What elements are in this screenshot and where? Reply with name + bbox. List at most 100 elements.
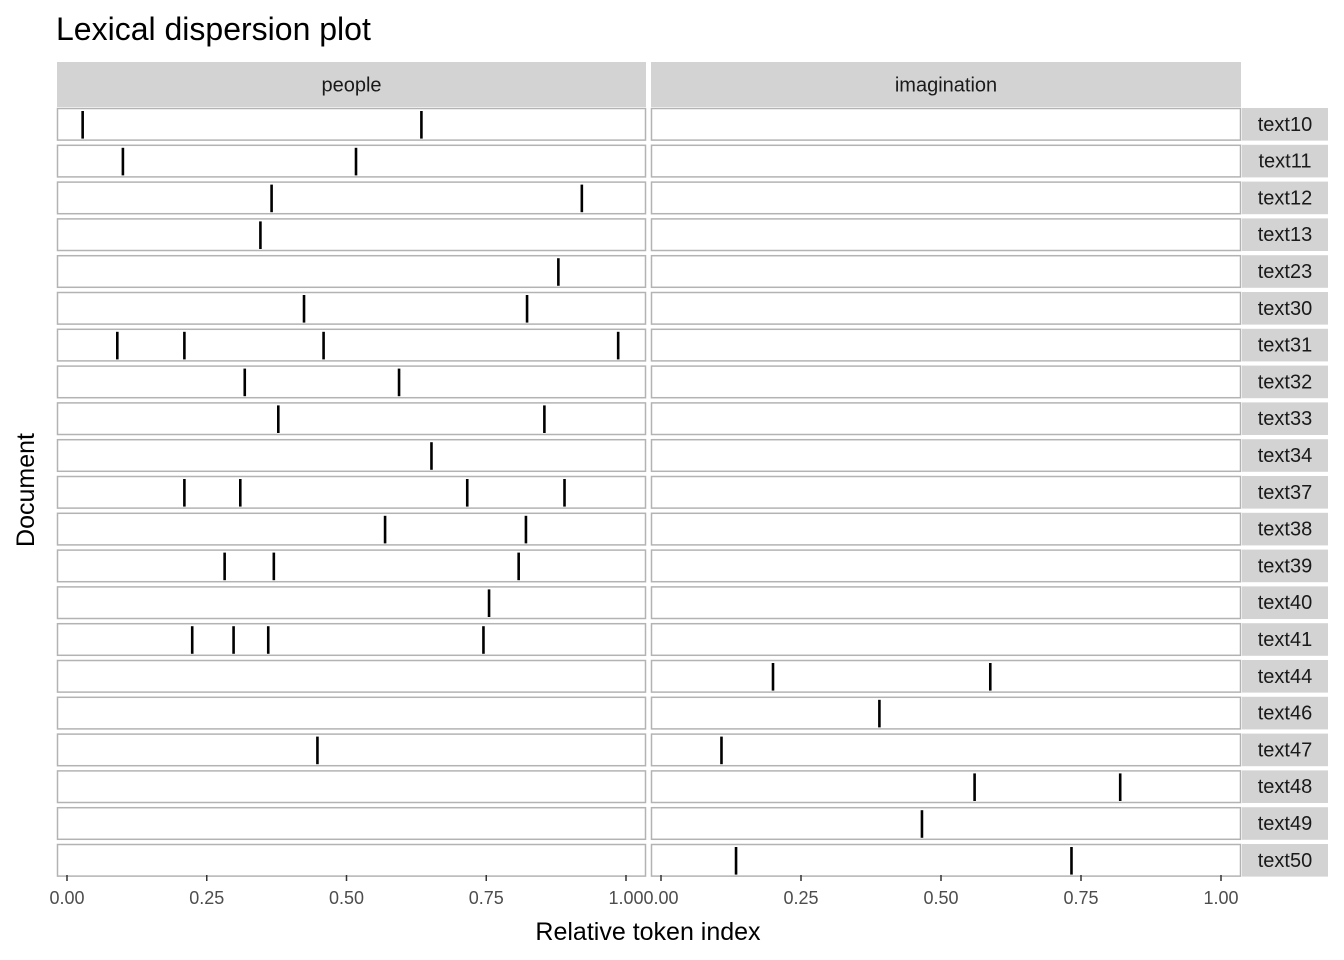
panel-row-text40 xyxy=(650,586,1242,620)
panel-row-text44 xyxy=(650,659,1242,693)
x-tick-label: 0.25 xyxy=(783,888,818,908)
x-tick-label: 1.00 xyxy=(1203,888,1238,908)
row-strip-text13: text13 xyxy=(1242,218,1328,251)
row-strip-text39: text39 xyxy=(1242,549,1328,583)
row-strip-bg xyxy=(1242,844,1328,877)
x-axes: 0.00 0.25 0.50 0.75 1.00 0.00 0.25 0.50 0.75 1.00 xyxy=(49,875,1239,908)
row-strip-bg xyxy=(1242,181,1328,215)
panel-row-text44 xyxy=(56,659,647,693)
facet-strip-label: imagination xyxy=(895,75,997,97)
panel-row-text50 xyxy=(650,843,1242,877)
row-strip-bg xyxy=(1242,696,1328,730)
row-strip-label: text48 xyxy=(1258,776,1312,798)
panel-row-text34 xyxy=(56,438,647,473)
facet-panels: people imagination xyxy=(56,62,1242,877)
row-strip-text37: text37 xyxy=(1242,476,1328,509)
row-strip-text34: text34 xyxy=(1242,439,1328,472)
row-strip-text32: text32 xyxy=(1242,365,1328,399)
row-strip-bg xyxy=(1242,660,1328,693)
panel-row-text48 xyxy=(56,770,647,804)
row-strip-label: text39 xyxy=(1258,555,1312,577)
row-strip-label: text37 xyxy=(1258,482,1312,504)
row-strip-text46: text46 xyxy=(1242,696,1328,730)
row-strip-label: text32 xyxy=(1258,371,1312,393)
row-strip-label: text33 xyxy=(1258,408,1312,430)
panel-row-text32 xyxy=(650,365,1242,399)
row-strip-label: text11 xyxy=(1259,151,1312,173)
row-strip-bg xyxy=(1242,365,1328,399)
row-strip-bg xyxy=(1242,586,1328,619)
x-tick-label: 0.00 xyxy=(49,888,84,908)
row-strip-bg xyxy=(1242,733,1328,767)
panel-row-text33 xyxy=(650,402,1242,436)
panel-row-text38 xyxy=(650,512,1242,546)
row-strip-text49: text49 xyxy=(1242,807,1328,840)
row-strip-text48: text48 xyxy=(1242,770,1328,803)
row-strip-text12: text12 xyxy=(1242,181,1328,215)
panel-row-text40 xyxy=(56,586,647,620)
panel-row-text13 xyxy=(56,218,647,252)
panel-row-text46 xyxy=(650,696,1242,730)
panel-row-text33 xyxy=(56,402,647,436)
panel-row-text23 xyxy=(56,254,647,289)
panel-row-text12 xyxy=(56,181,647,215)
panel-row-text47 xyxy=(56,733,647,767)
panel-row-text10 xyxy=(650,107,1242,141)
panel-row-text39 xyxy=(56,549,647,583)
row-strip-label: text47 xyxy=(1258,739,1312,761)
x-axis-imagination: 0.00 0.25 0.50 0.75 1.00 xyxy=(643,875,1239,908)
row-strip-bg xyxy=(1242,328,1328,362)
row-strip-bg xyxy=(1242,512,1328,546)
row-strip-label: text30 xyxy=(1258,298,1312,320)
row-strip-label: text23 xyxy=(1258,261,1312,283)
panel-row-text34 xyxy=(650,438,1242,473)
row-strip-bg xyxy=(1242,807,1328,840)
panel-row-text30 xyxy=(56,291,647,325)
row-strip-label: text12 xyxy=(1258,187,1312,209)
chart-title: Lexical dispersion plot xyxy=(56,11,371,47)
panel-row-text32 xyxy=(56,365,647,399)
x-tick-label: 0.50 xyxy=(923,888,958,908)
panel-row-text39 xyxy=(650,549,1242,583)
row-strip-bg xyxy=(1242,476,1328,509)
panel-row-text10 xyxy=(56,107,647,141)
panel-row-text31 xyxy=(650,328,1242,362)
panel-row-text50 xyxy=(56,843,647,877)
row-strip-label: text41 xyxy=(1258,629,1312,651)
panel-row-text47 xyxy=(650,733,1242,767)
row-strip-text44: text44 xyxy=(1242,660,1328,693)
row-strip-label: text40 xyxy=(1258,592,1312,614)
row-strip-label: text44 xyxy=(1258,666,1312,688)
row-strip-label: text38 xyxy=(1258,519,1312,541)
row-strip-text11: text11 xyxy=(1242,144,1328,178)
row-strip-text50: text50 xyxy=(1242,844,1328,877)
panel-row-text49 xyxy=(650,806,1242,841)
panel-row-text37 xyxy=(650,475,1242,509)
row-strip-label: text31 xyxy=(1258,335,1312,357)
panel-row-text41 xyxy=(56,622,647,657)
panel-row-text48 xyxy=(650,770,1242,804)
x-tick-label: 0.50 xyxy=(329,888,364,908)
row-strip-bg xyxy=(1242,439,1328,472)
panel-row-text23 xyxy=(650,254,1242,289)
row-strip-bg xyxy=(1242,255,1328,288)
x-tick-label: 0.75 xyxy=(1063,888,1098,908)
row-strip-bg xyxy=(1242,623,1328,656)
row-strip-label: text46 xyxy=(1258,703,1312,725)
row-strip-text47: text47 xyxy=(1242,733,1328,767)
panel-row-text13 xyxy=(650,218,1242,252)
facet-strip-label: people xyxy=(321,75,381,97)
row-strip-bg xyxy=(1242,218,1328,251)
panel-row-text46 xyxy=(56,696,647,730)
facet-imagination: imagination xyxy=(650,62,1242,877)
row-strip-label: text50 xyxy=(1258,850,1312,872)
x-tick-label: 0.00 xyxy=(643,888,678,908)
row-strip-label: text13 xyxy=(1258,224,1312,246)
x-tick-label: 1.00 xyxy=(608,888,643,908)
panel-row-text41 xyxy=(650,622,1242,657)
x-tick-label: 0.75 xyxy=(469,888,504,908)
panel-row-text49 xyxy=(56,806,647,841)
row-strip-label: text34 xyxy=(1258,445,1312,467)
x-axis-people: 0.00 0.25 0.50 0.75 1.00 xyxy=(49,875,644,908)
